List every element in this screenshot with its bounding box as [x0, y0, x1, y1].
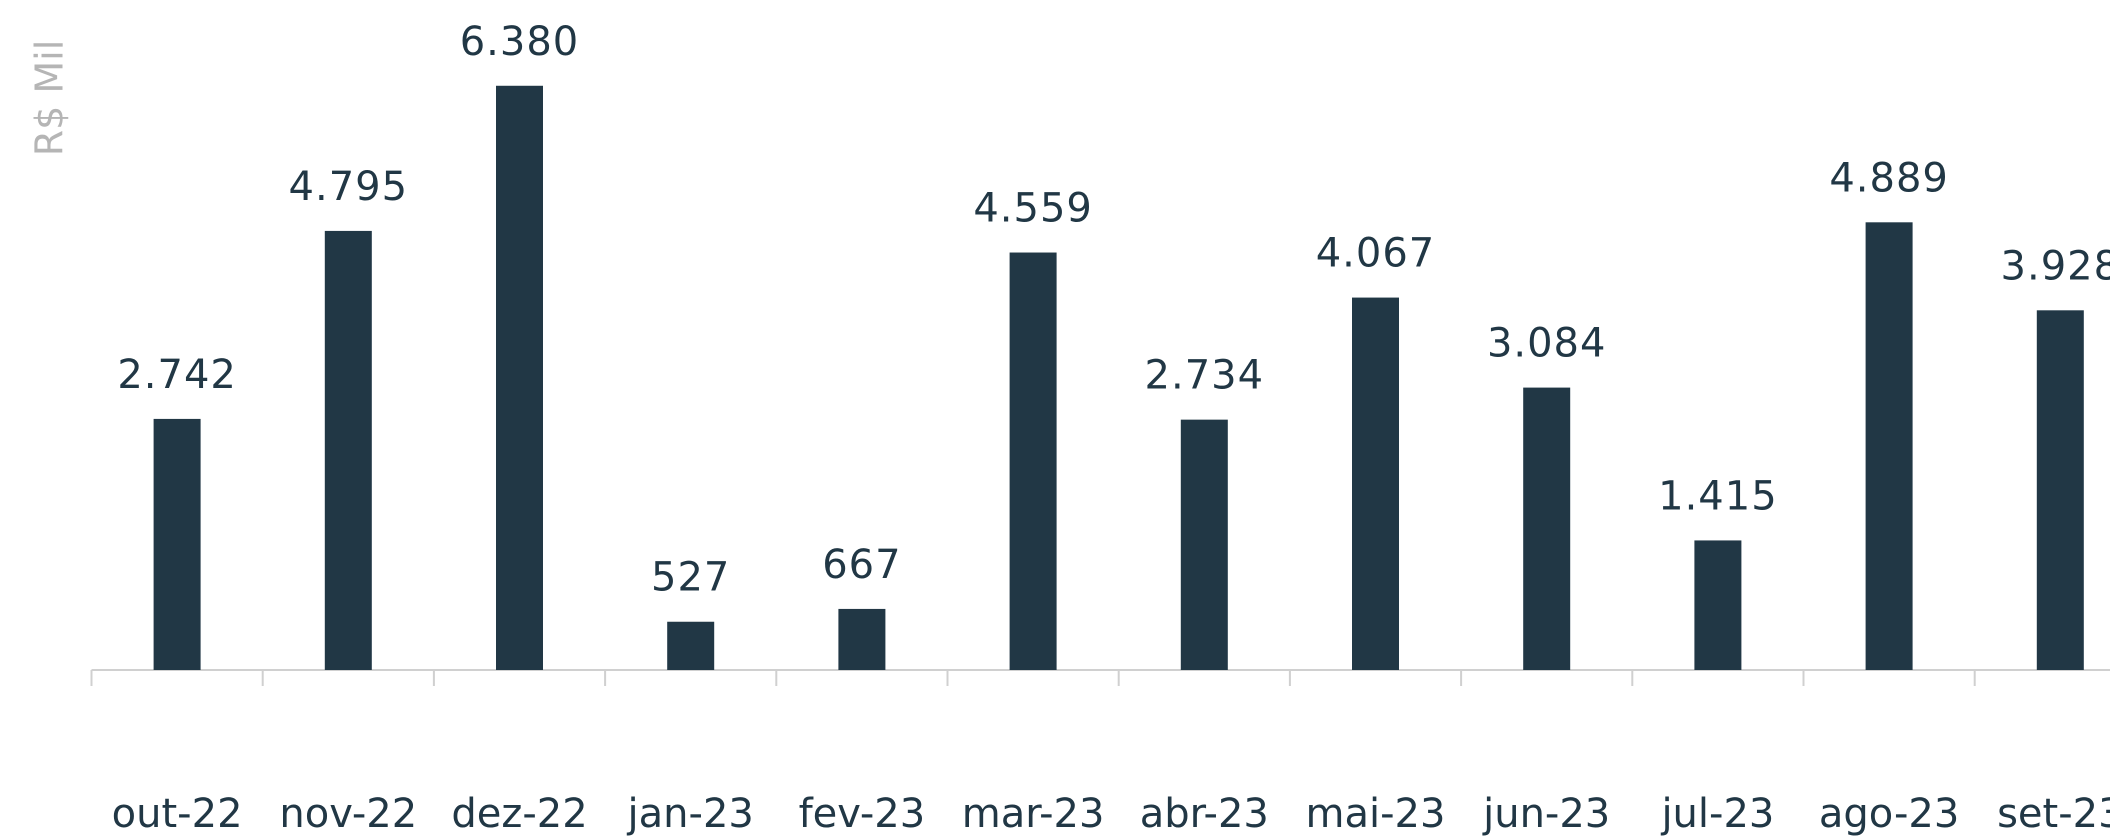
x-tick-label: set-23 — [1997, 791, 2110, 837]
bar — [1180, 419, 1228, 670]
value-label: 4.067 — [1316, 231, 1436, 277]
bar — [2036, 310, 2084, 670]
bar — [1694, 540, 1742, 670]
value-label: 667 — [822, 542, 901, 588]
value-label: 3.084 — [1487, 321, 1607, 367]
value-label: 527 — [651, 555, 730, 601]
value-label: 6.380 — [460, 19, 580, 65]
x-tick-label: jun-23 — [1482, 791, 1610, 837]
x-tick-label: nov-22 — [279, 791, 417, 837]
x-tick-label: jan-23 — [627, 791, 754, 837]
bar — [667, 621, 715, 670]
value-label: 4.795 — [289, 164, 409, 210]
bar — [1009, 252, 1057, 670]
x-tick-label: mai-23 — [1306, 791, 1446, 837]
value-label: 3.928 — [2001, 243, 2110, 289]
bar — [1352, 297, 1399, 670]
bar — [1865, 222, 1913, 670]
x-tick-label: fev-23 — [799, 791, 926, 837]
value-label: 4.559 — [973, 186, 1093, 232]
bar — [1523, 387, 1571, 670]
value-label: 2.742 — [117, 352, 237, 398]
x-tick-label: out-22 — [112, 791, 243, 837]
bar — [496, 85, 543, 670]
x-tick-label: ago-23 — [1819, 791, 1959, 837]
x-tick-label: abr-23 — [1140, 791, 1269, 837]
bar — [324, 230, 372, 671]
value-label: 1.415 — [1658, 473, 1778, 519]
x-tick-label: mar-23 — [962, 791, 1105, 837]
bar — [838, 608, 886, 670]
value-label: 4.889 — [1829, 155, 1949, 201]
x-tick-label: dez-22 — [451, 791, 587, 837]
value-label: 2.734 — [1145, 353, 1265, 399]
y-axis-label: R$ Mil — [28, 40, 72, 157]
x-tick-label: jul-23 — [1660, 791, 1774, 837]
bar — [153, 418, 201, 670]
